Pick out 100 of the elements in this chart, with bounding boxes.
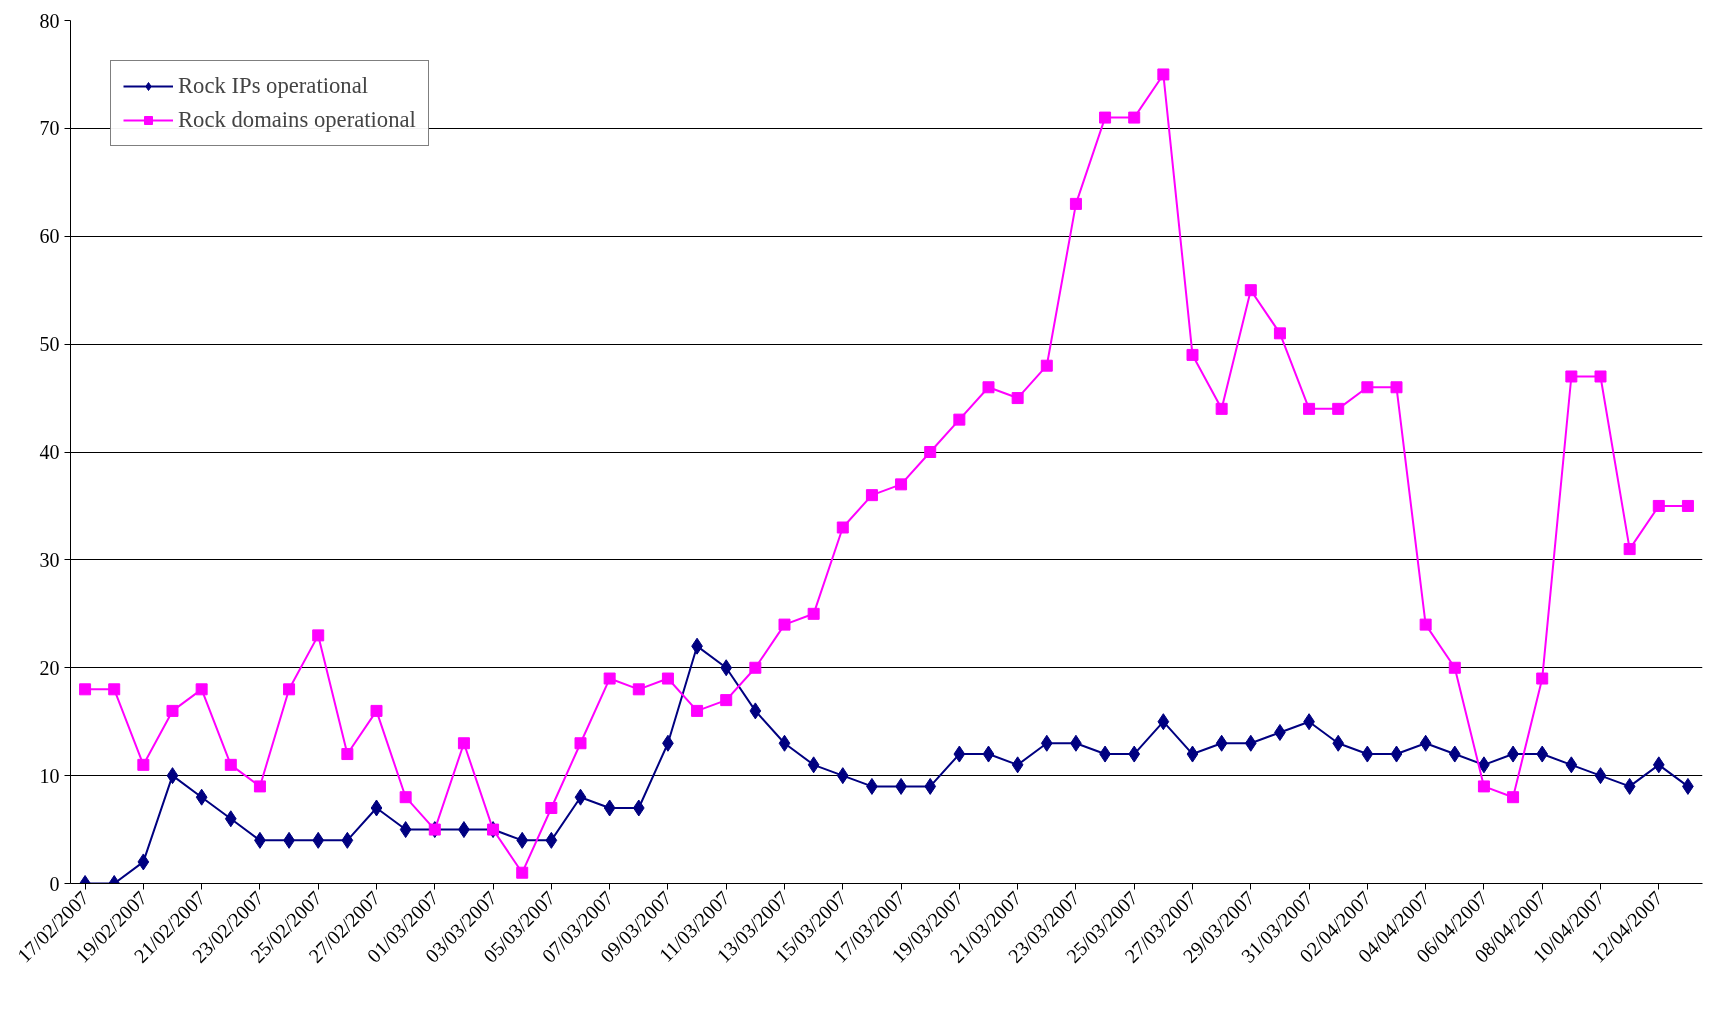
point	[691, 704, 704, 717]
point	[1215, 402, 1228, 415]
point	[924, 446, 937, 458]
point	[108, 683, 121, 696]
point	[312, 629, 325, 642]
point	[341, 748, 354, 761]
point	[545, 831, 558, 849]
point	[1040, 359, 1053, 372]
point	[807, 756, 820, 774]
point	[1419, 618, 1432, 631]
point	[720, 694, 733, 707]
point	[195, 683, 208, 696]
point	[720, 659, 733, 677]
point	[1011, 756, 1024, 774]
point	[516, 831, 529, 849]
point	[1565, 370, 1578, 383]
point	[1273, 327, 1286, 340]
point	[1652, 756, 1665, 774]
point	[1099, 111, 1112, 124]
point	[224, 810, 237, 828]
point	[1040, 734, 1053, 752]
point	[1244, 284, 1257, 297]
point	[574, 737, 587, 750]
point	[1390, 381, 1403, 394]
point	[1332, 402, 1345, 415]
point	[895, 478, 908, 491]
y-tick-label: 30	[39, 548, 60, 571]
point	[1186, 745, 1199, 763]
point	[749, 702, 762, 720]
point	[399, 821, 412, 839]
point	[79, 683, 92, 696]
y-tick-label: 70	[39, 117, 60, 140]
point	[166, 704, 179, 717]
point	[1419, 734, 1432, 752]
point	[457, 737, 470, 750]
point	[1244, 734, 1257, 752]
point	[137, 853, 150, 871]
point	[1186, 348, 1199, 361]
y-tick-label: 50	[39, 333, 60, 356]
point	[632, 683, 645, 696]
y-tick-label: 40	[39, 441, 60, 463]
point	[603, 672, 616, 685]
point	[1128, 111, 1141, 124]
point	[1623, 543, 1636, 556]
point	[1069, 197, 1082, 210]
y-tick-label: 60	[39, 225, 60, 248]
legend-label: Rock IPs operational	[178, 73, 369, 99]
point	[982, 381, 995, 394]
point	[865, 489, 878, 502]
point	[661, 672, 674, 685]
point	[516, 866, 529, 879]
point	[1303, 402, 1316, 415]
point	[924, 777, 937, 795]
point	[312, 831, 325, 849]
point	[603, 799, 616, 817]
point	[224, 758, 237, 771]
point	[778, 618, 791, 631]
point	[1215, 734, 1228, 752]
point	[807, 607, 820, 620]
point	[341, 831, 354, 849]
point	[1623, 777, 1636, 795]
point	[137, 758, 150, 771]
point	[1652, 499, 1665, 512]
point	[370, 799, 383, 817]
point	[1681, 499, 1694, 512]
y-tick-label: 0	[49, 872, 60, 895]
point	[195, 788, 208, 806]
point	[1128, 745, 1141, 763]
point	[370, 704, 383, 717]
point	[1565, 756, 1578, 774]
point	[1390, 745, 1403, 763]
point	[953, 413, 966, 426]
y-tick-label: 80	[39, 9, 60, 32]
point	[953, 745, 966, 763]
point	[399, 791, 412, 804]
y-tick-label: 10	[39, 764, 60, 787]
point	[836, 521, 849, 534]
point	[982, 745, 995, 763]
point	[1477, 780, 1490, 793]
point	[1594, 767, 1607, 785]
point	[1536, 672, 1549, 685]
point	[836, 767, 849, 785]
point	[1594, 370, 1607, 383]
point	[1011, 392, 1024, 405]
point	[1157, 713, 1170, 731]
point	[166, 767, 179, 785]
point	[545, 801, 558, 814]
point	[749, 661, 762, 674]
point	[1448, 745, 1461, 763]
point	[1536, 745, 1549, 763]
legend-label: Rock domains operational	[178, 107, 416, 133]
point	[632, 799, 645, 817]
point	[1448, 661, 1461, 674]
point	[1332, 734, 1345, 752]
point	[283, 683, 296, 696]
point	[1507, 791, 1520, 804]
point	[1361, 745, 1374, 763]
point	[778, 734, 791, 752]
point	[574, 788, 587, 806]
y-tick-label: 20	[39, 656, 60, 679]
